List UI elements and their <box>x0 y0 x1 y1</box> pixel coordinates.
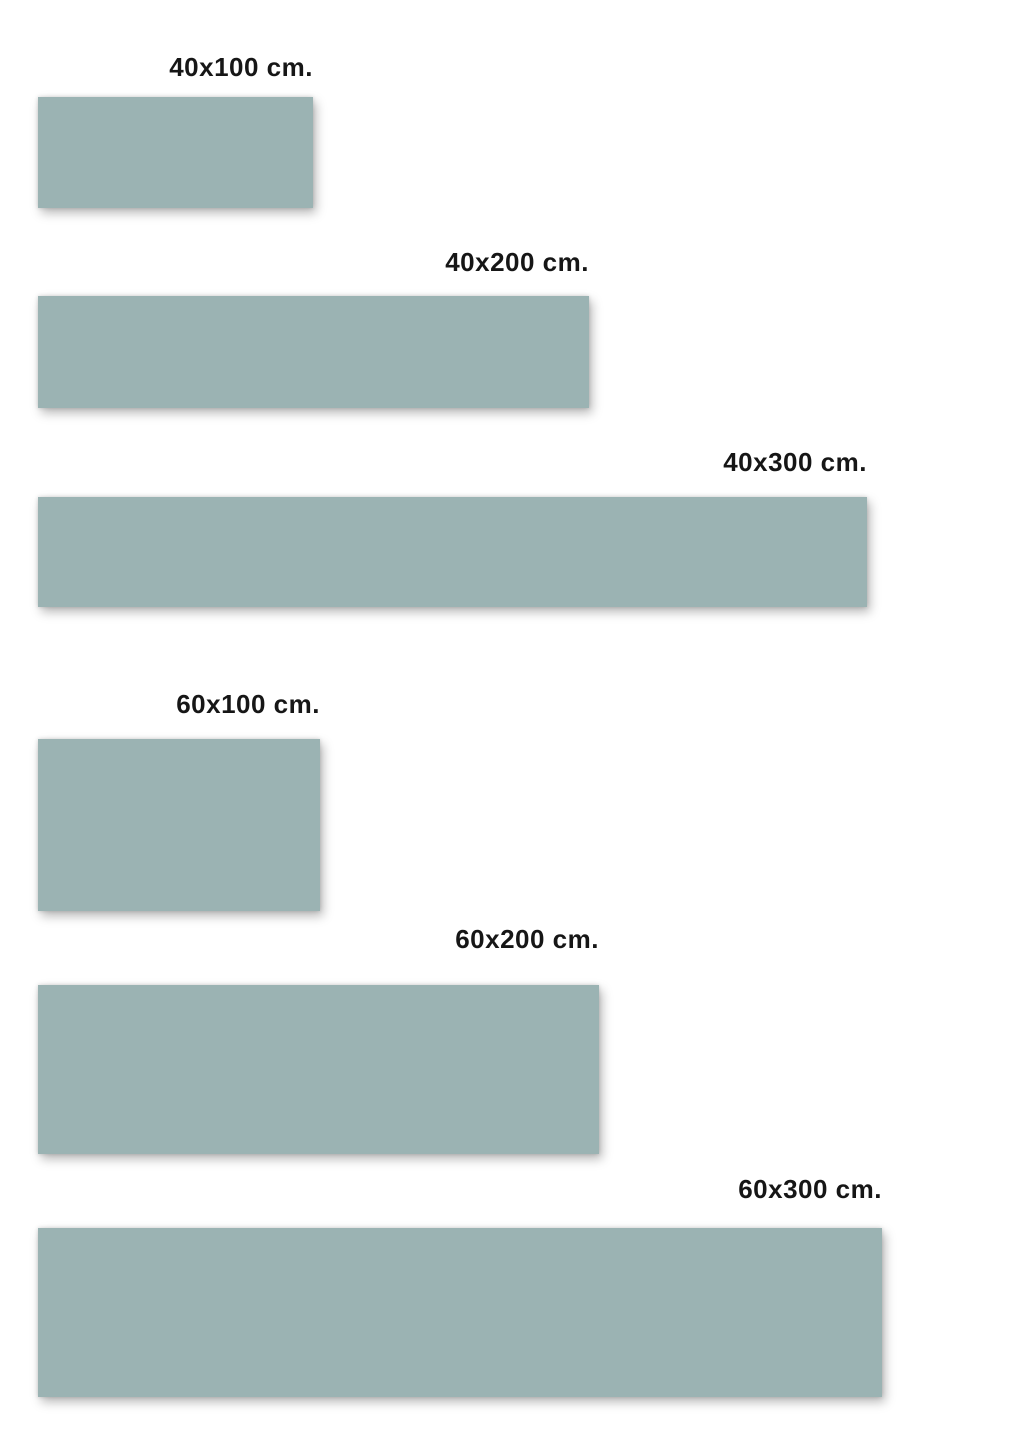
size-swatch <box>38 1228 882 1397</box>
size-label: 40x100 cm. <box>169 52 313 82</box>
size-label: 60x100 cm. <box>176 689 320 719</box>
size-swatch <box>38 497 867 607</box>
size-swatch <box>38 985 599 1154</box>
size-label: 60x300 cm. <box>738 1174 882 1204</box>
size-swatch <box>38 739 320 911</box>
size-swatch <box>38 296 589 408</box>
size-label: 60x200 cm. <box>455 924 599 954</box>
size-swatch <box>38 97 313 208</box>
size-label: 40x300 cm. <box>723 447 867 477</box>
size-label: 40x200 cm. <box>445 247 589 277</box>
